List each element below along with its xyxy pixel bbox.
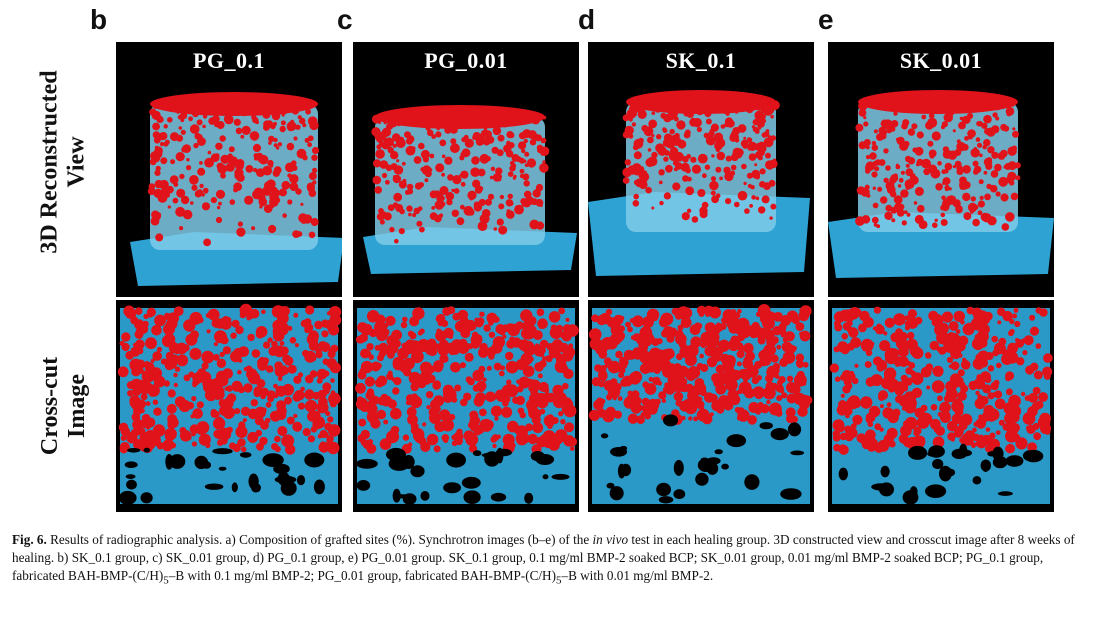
panel-title: PG_0.1 xyxy=(192,48,266,73)
panel-d-image: SK_0.1 xyxy=(588,42,814,512)
row-label-3d-view: 3D Reconstructed View xyxy=(37,70,91,254)
panel-e-image: SK_0.01 xyxy=(828,42,1054,512)
figure-caption: Fig. 6. Results of radiographic analysis… xyxy=(12,532,1075,587)
panel-letter-c: c xyxy=(337,4,353,35)
panel-title: SK_0.1 xyxy=(665,48,737,73)
panel-letter-b: b xyxy=(90,4,108,35)
panel-title: SK_0.01 xyxy=(899,48,983,73)
panel-letter-d: d xyxy=(578,4,596,35)
panel-c-image: PG_0.01 xyxy=(353,42,579,512)
panel-letter-e: e xyxy=(818,4,834,35)
panel-title: PG_0.01 xyxy=(424,48,508,73)
panel-b-image: PG_0.1 xyxy=(116,42,342,512)
row-label-cross-cut: Cross-cut Image xyxy=(37,356,90,456)
